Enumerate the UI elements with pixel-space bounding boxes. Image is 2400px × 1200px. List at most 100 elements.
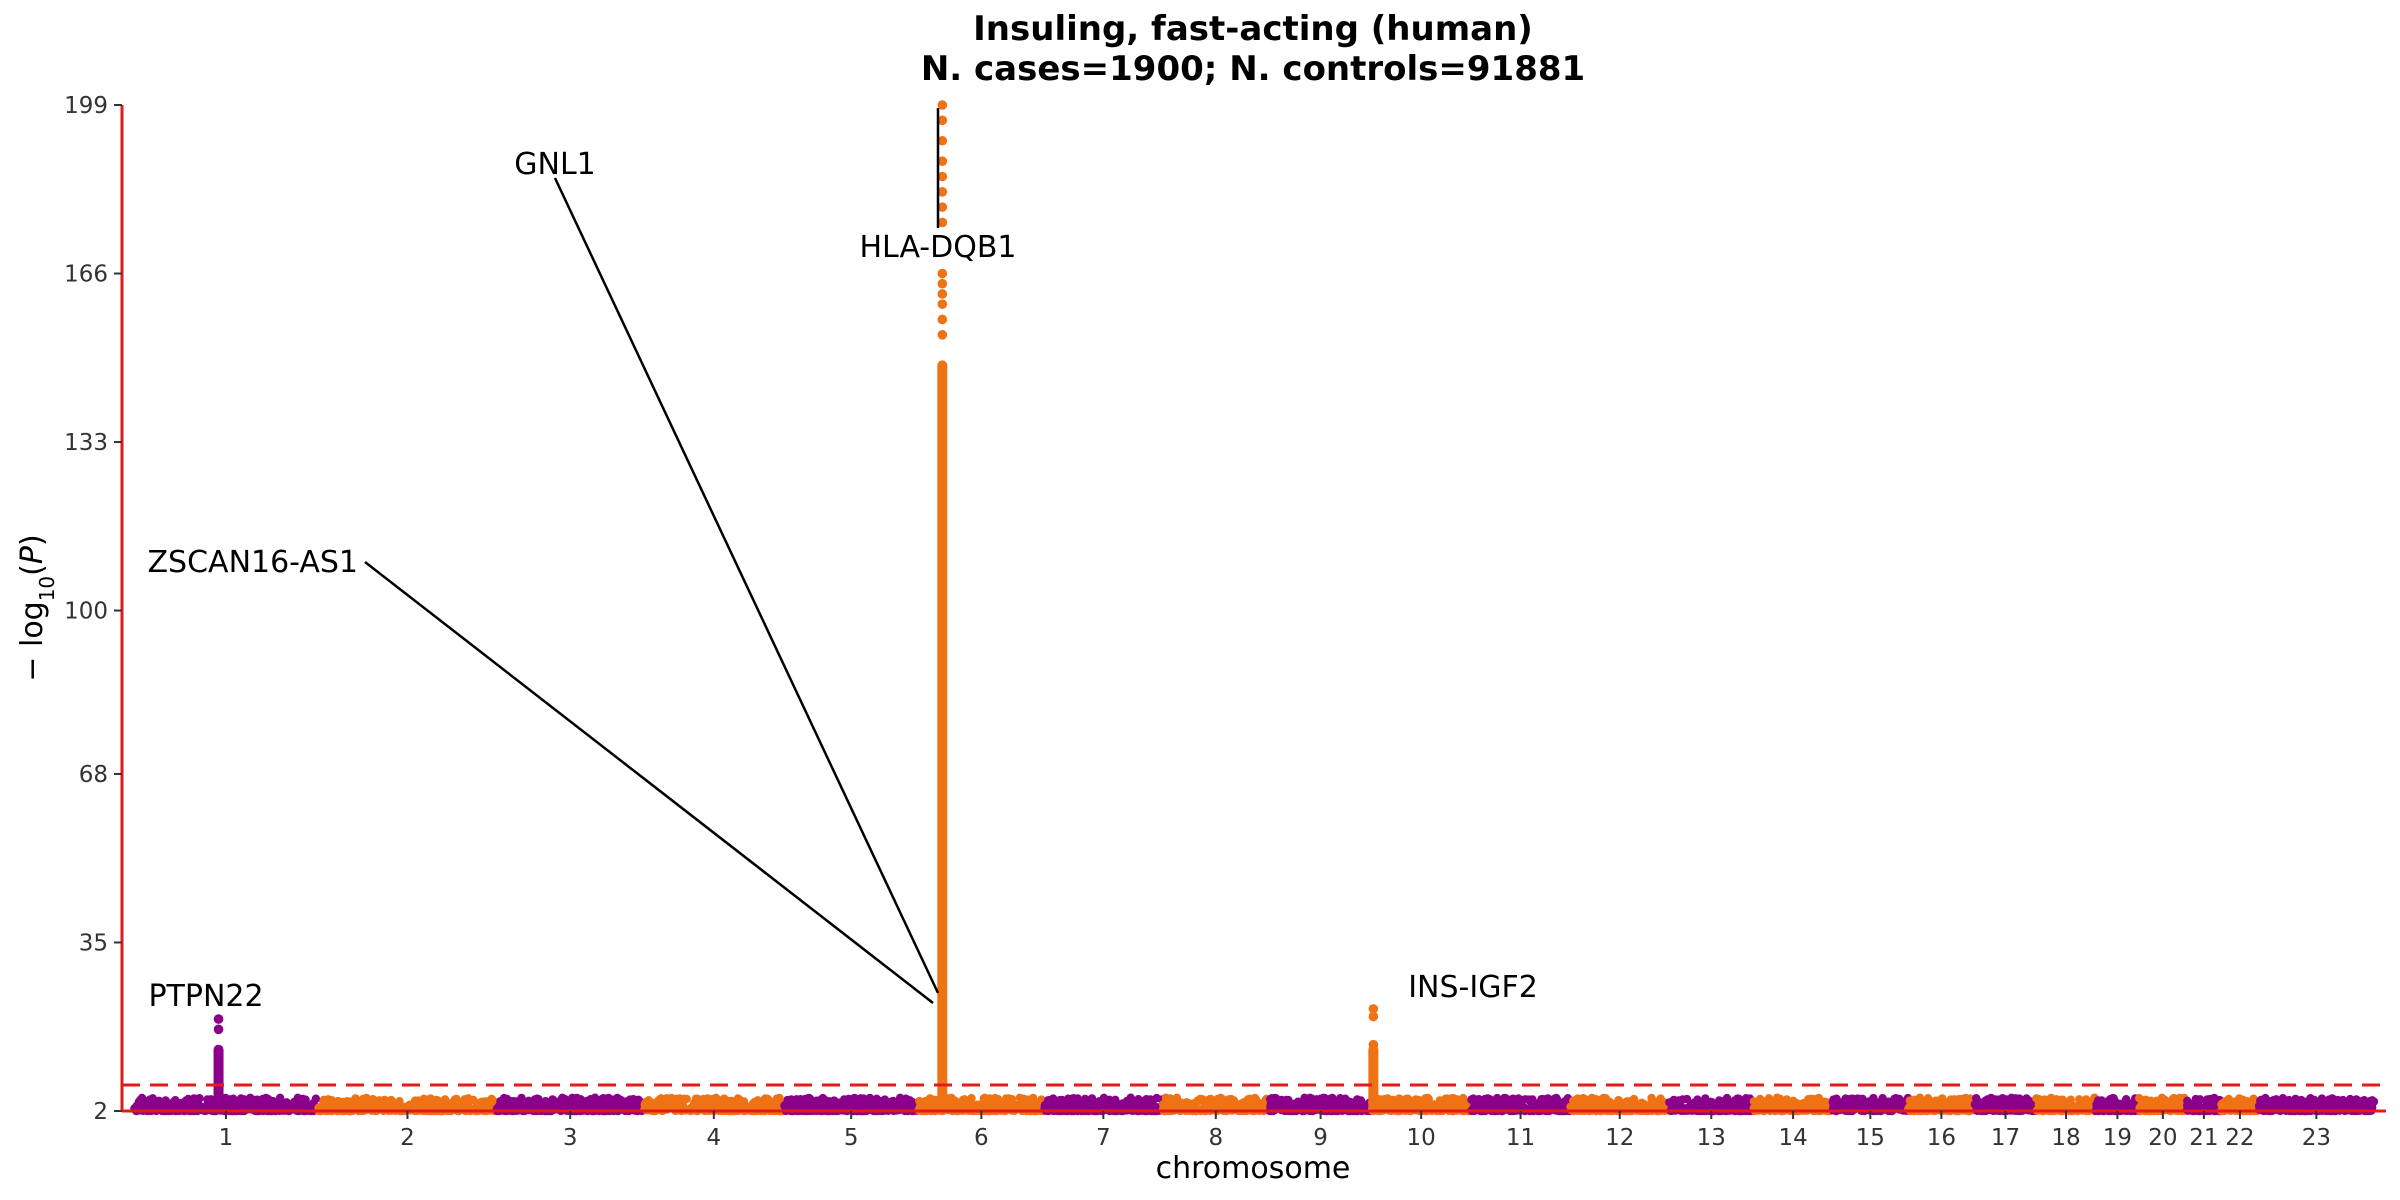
- snp-point: [2174, 1094, 2183, 1104]
- snp-point: [1822, 1098, 1832, 1107]
- snp-point: [1176, 1098, 1186, 1107]
- x-tick-label: 21: [2189, 1125, 2218, 1151]
- snp-point: [580, 1098, 590, 1107]
- snp-point: [1490, 1101, 1500, 1110]
- peak-point: [937, 100, 948, 110]
- x-tick-label: 9: [1313, 1125, 1328, 1151]
- x-tick-label: 1: [219, 1125, 234, 1151]
- snp-point: [277, 1097, 286, 1107]
- snp-point: [321, 1099, 331, 1109]
- snp-point: [184, 1102, 193, 1112]
- x-tick-label: 8: [1209, 1125, 1224, 1151]
- snp-point: [999, 1098, 1008, 1108]
- gnl1-connector: [553, 177, 940, 994]
- y-tick-label: 133: [64, 430, 108, 456]
- snp-point: [2278, 1100, 2287, 1110]
- peak-point: [1368, 1075, 1379, 1086]
- chromosome-18-points: [2032, 1093, 2100, 1116]
- snp-point: [674, 1096, 684, 1106]
- y-tick-label: 100: [64, 599, 108, 625]
- snp-point: [1590, 1101, 1599, 1110]
- snp-point: [2122, 1096, 2131, 1106]
- snp-point: [1646, 1101, 1656, 1111]
- snp-point: [2271, 1098, 2280, 1108]
- peak-point: [213, 1090, 224, 1101]
- snp-point: [2004, 1097, 2014, 1107]
- snp-point: [632, 1098, 641, 1107]
- snp-point: [1986, 1093, 1996, 1103]
- snp-point: [1514, 1094, 1523, 1103]
- snp-point: [506, 1097, 515, 1106]
- snp-point: [820, 1098, 829, 1107]
- peak-chromosome-6: [937, 100, 948, 1114]
- snp-point: [1043, 1096, 1053, 1105]
- snp-point: [1749, 1097, 1759, 1106]
- x-tick-label: 7: [1096, 1125, 1111, 1151]
- snp-point: [901, 1094, 911, 1103]
- snp-point: [1587, 1093, 1597, 1103]
- snp-point: [695, 1096, 705, 1105]
- x-tick-label: 18: [2051, 1125, 2080, 1151]
- snp-point: [1469, 1094, 1478, 1103]
- snp-point: [773, 1095, 783, 1104]
- peak-point: [937, 217, 948, 228]
- snp-point: [1105, 1095, 1114, 1105]
- snp-point: [537, 1102, 546, 1111]
- snp-point: [2034, 1100, 2044, 1109]
- x-tick-label: 11: [1506, 1125, 1535, 1151]
- x-tick-label: 10: [1407, 1125, 1436, 1151]
- y-tick-label: 2: [93, 1099, 108, 1125]
- snp-point: [1248, 1099, 1257, 1109]
- x-tick-label: 4: [706, 1125, 721, 1151]
- peak-point: [937, 278, 948, 289]
- snp-point: [2063, 1100, 2073, 1109]
- snp-point: [1422, 1097, 1432, 1106]
- snp-point: [1006, 1099, 1016, 1108]
- peak-point: [937, 360, 948, 371]
- snp-point: [1443, 1094, 1452, 1103]
- peak-point: [937, 156, 948, 166]
- snp-point: [1293, 1097, 1303, 1106]
- snp-point: [565, 1102, 575, 1111]
- snp-point: [1763, 1096, 1772, 1105]
- snp-point: [266, 1096, 276, 1106]
- peak-point: [213, 1070, 224, 1081]
- snp-point: [1200, 1096, 1209, 1105]
- snp-point: [530, 1095, 539, 1104]
- snp-point: [1073, 1094, 1082, 1103]
- snp-point: [1544, 1100, 1553, 1110]
- snp-point: [922, 1100, 932, 1109]
- chart-title: Insuling, fast-acting (human): [973, 9, 1533, 49]
- x-tick-label: 12: [1605, 1125, 1634, 1151]
- snp-point: [1952, 1098, 1961, 1107]
- snp-point: [796, 1095, 805, 1104]
- annotation-zscan16-as1: ZSCAN16-AS1: [148, 545, 359, 580]
- snp-point: [1321, 1097, 1330, 1107]
- annotation-hla-dqb1: HLA-DQB1: [859, 230, 1016, 265]
- snp-point: [1091, 1102, 1101, 1111]
- snp-point: [1923, 1094, 1933, 1103]
- x-tick-label: 14: [1778, 1125, 1807, 1151]
- snp-point: [1893, 1095, 1902, 1105]
- snp-point: [1605, 1097, 1614, 1107]
- snp-point: [297, 1097, 307, 1107]
- x-tick-label: 2: [400, 1125, 415, 1151]
- snp-point: [2085, 1098, 2094, 1108]
- snp-point: [489, 1097, 498, 1106]
- snp-point: [1481, 1094, 1490, 1104]
- snp-point: [1081, 1096, 1090, 1105]
- snp-point: [1809, 1097, 1818, 1106]
- snp-point: [1614, 1096, 1624, 1105]
- y-axis-title-p-close: ): [15, 534, 50, 546]
- snp-point: [907, 1101, 917, 1111]
- snp-point: [947, 1093, 956, 1103]
- snp-point: [1550, 1102, 1560, 1111]
- snp-point: [881, 1098, 890, 1108]
- peak-point: [937, 135, 948, 146]
- snp-point: [1407, 1101, 1416, 1111]
- x-tick-label: 16: [1927, 1125, 1956, 1151]
- snp-point: [2105, 1101, 2114, 1111]
- snp-point: [551, 1097, 560, 1106]
- snp-point: [1552, 1093, 1561, 1103]
